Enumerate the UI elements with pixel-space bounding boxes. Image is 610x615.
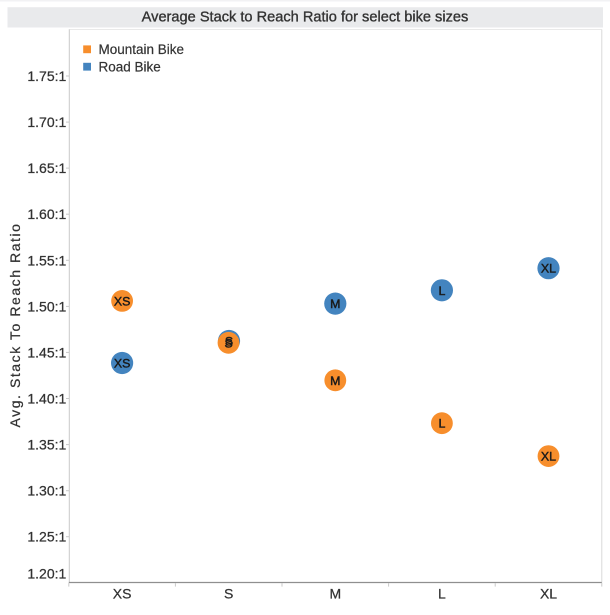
- svg-text:Mountain Bike: Mountain Bike: [99, 42, 185, 57]
- svg-text:XS: XS: [114, 357, 131, 371]
- svg-text:Avg. Stack To Reach Ratio: Avg. Stack To Reach Ratio: [7, 222, 23, 427]
- svg-text:1.30:1: 1.30:1: [27, 483, 66, 499]
- svg-text:Average Stack to Reach Ratio f: Average Stack to Reach Ratio for select …: [142, 9, 469, 25]
- svg-text:1.65:1: 1.65:1: [27, 160, 66, 176]
- svg-text:1.45:1: 1.45:1: [27, 344, 66, 360]
- svg-text:XL: XL: [540, 586, 557, 602]
- svg-text:L: L: [438, 417, 445, 431]
- svg-text:1.25:1: 1.25:1: [27, 529, 66, 545]
- svg-text:L: L: [438, 284, 445, 298]
- svg-text:M: M: [330, 297, 340, 311]
- svg-text:S: S: [224, 337, 232, 351]
- svg-text:XS: XS: [114, 294, 131, 308]
- svg-text:M: M: [330, 374, 340, 388]
- svg-text:1.20:1: 1.20:1: [27, 565, 66, 581]
- svg-text:1.75:1: 1.75:1: [27, 68, 66, 84]
- svg-text:S: S: [225, 334, 233, 348]
- svg-text:1.55:1: 1.55:1: [27, 252, 66, 268]
- svg-text:1.50:1: 1.50:1: [27, 298, 66, 314]
- svg-text:L: L: [438, 586, 446, 602]
- svg-text:1.60:1: 1.60:1: [27, 206, 66, 222]
- svg-text:1.70:1: 1.70:1: [27, 114, 66, 130]
- svg-text:M: M: [329, 586, 341, 602]
- svg-text:S: S: [224, 586, 233, 602]
- svg-text:XS: XS: [113, 586, 132, 602]
- svg-text:XL: XL: [541, 450, 556, 464]
- svg-text:Road Bike: Road Bike: [99, 60, 161, 75]
- svg-text:XL: XL: [541, 262, 556, 276]
- svg-text:1.35:1: 1.35:1: [27, 437, 66, 453]
- svg-text:1.40:1: 1.40:1: [27, 391, 66, 407]
